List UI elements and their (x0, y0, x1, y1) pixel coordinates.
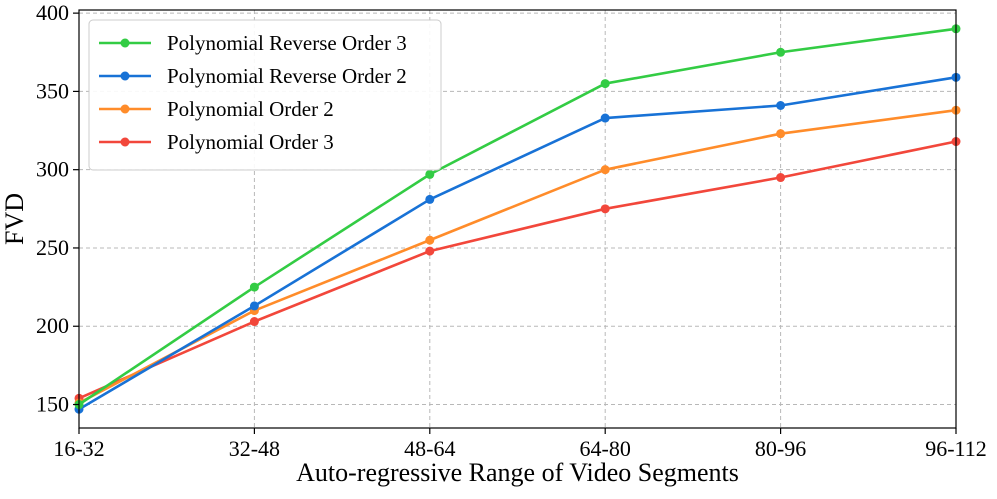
legend-marker (120, 38, 130, 48)
legend-label: Polynomial Reverse Order 3 (167, 31, 407, 55)
series-layer (74, 24, 961, 414)
y-tick-label: 400 (36, 0, 69, 25)
y-tick-label: 300 (36, 157, 69, 182)
series-line (78, 27, 957, 406)
plot-frame (78, 9, 957, 429)
series-group (74, 24, 961, 410)
grid-layer (78, 10, 957, 428)
x-tick-label: 16-32 (53, 436, 104, 461)
y-tick-label: 250 (36, 235, 69, 260)
series-line (78, 140, 957, 400)
series-line (78, 108, 957, 405)
legend-marker (120, 71, 130, 81)
y-axis-title: FVD (0, 193, 29, 245)
data-point (776, 129, 786, 139)
legend-box (88, 19, 442, 171)
data-point (249, 317, 259, 327)
x-tick-label: 80-96 (755, 436, 806, 461)
legend-label: Polynomial Order 2 (167, 97, 334, 121)
legend-label: Polynomial Reverse Order 2 (167, 64, 407, 88)
data-point (600, 113, 610, 123)
legend-marker (120, 104, 130, 114)
legend: Polynomial Reverse Order 3 Polynomial Rev… (88, 19, 442, 171)
x-tick-label: 48-64 (404, 436, 455, 461)
legend-label: Polynomial Order 3 (167, 130, 334, 154)
data-point (600, 165, 610, 175)
legend-marker (120, 137, 130, 147)
data-point (776, 100, 786, 110)
y-tick-label: 200 (36, 313, 69, 338)
series-line (78, 76, 957, 411)
tick-layer: 16-32 32-48 48-64 64-80 80-96 96-112 150 200 250… (36, 0, 987, 461)
x-tick-label: 32-48 (229, 436, 280, 461)
x-tick-label: 96-112 (925, 436, 987, 461)
data-point (600, 204, 610, 214)
data-point (600, 79, 610, 89)
y-tick-label: 350 (36, 78, 69, 103)
x-tick-label: 64-80 (580, 436, 631, 461)
data-point (776, 47, 786, 57)
data-point (776, 173, 786, 183)
data-point (425, 194, 435, 204)
x-axis-title: Auto-regressive Range of Video Segments (296, 458, 739, 487)
y-tick-label: 150 (36, 392, 69, 417)
data-point (425, 246, 435, 256)
data-point (425, 235, 435, 245)
data-point (425, 169, 435, 179)
data-point (249, 282, 259, 292)
series-group (74, 137, 961, 403)
data-point (249, 301, 259, 311)
